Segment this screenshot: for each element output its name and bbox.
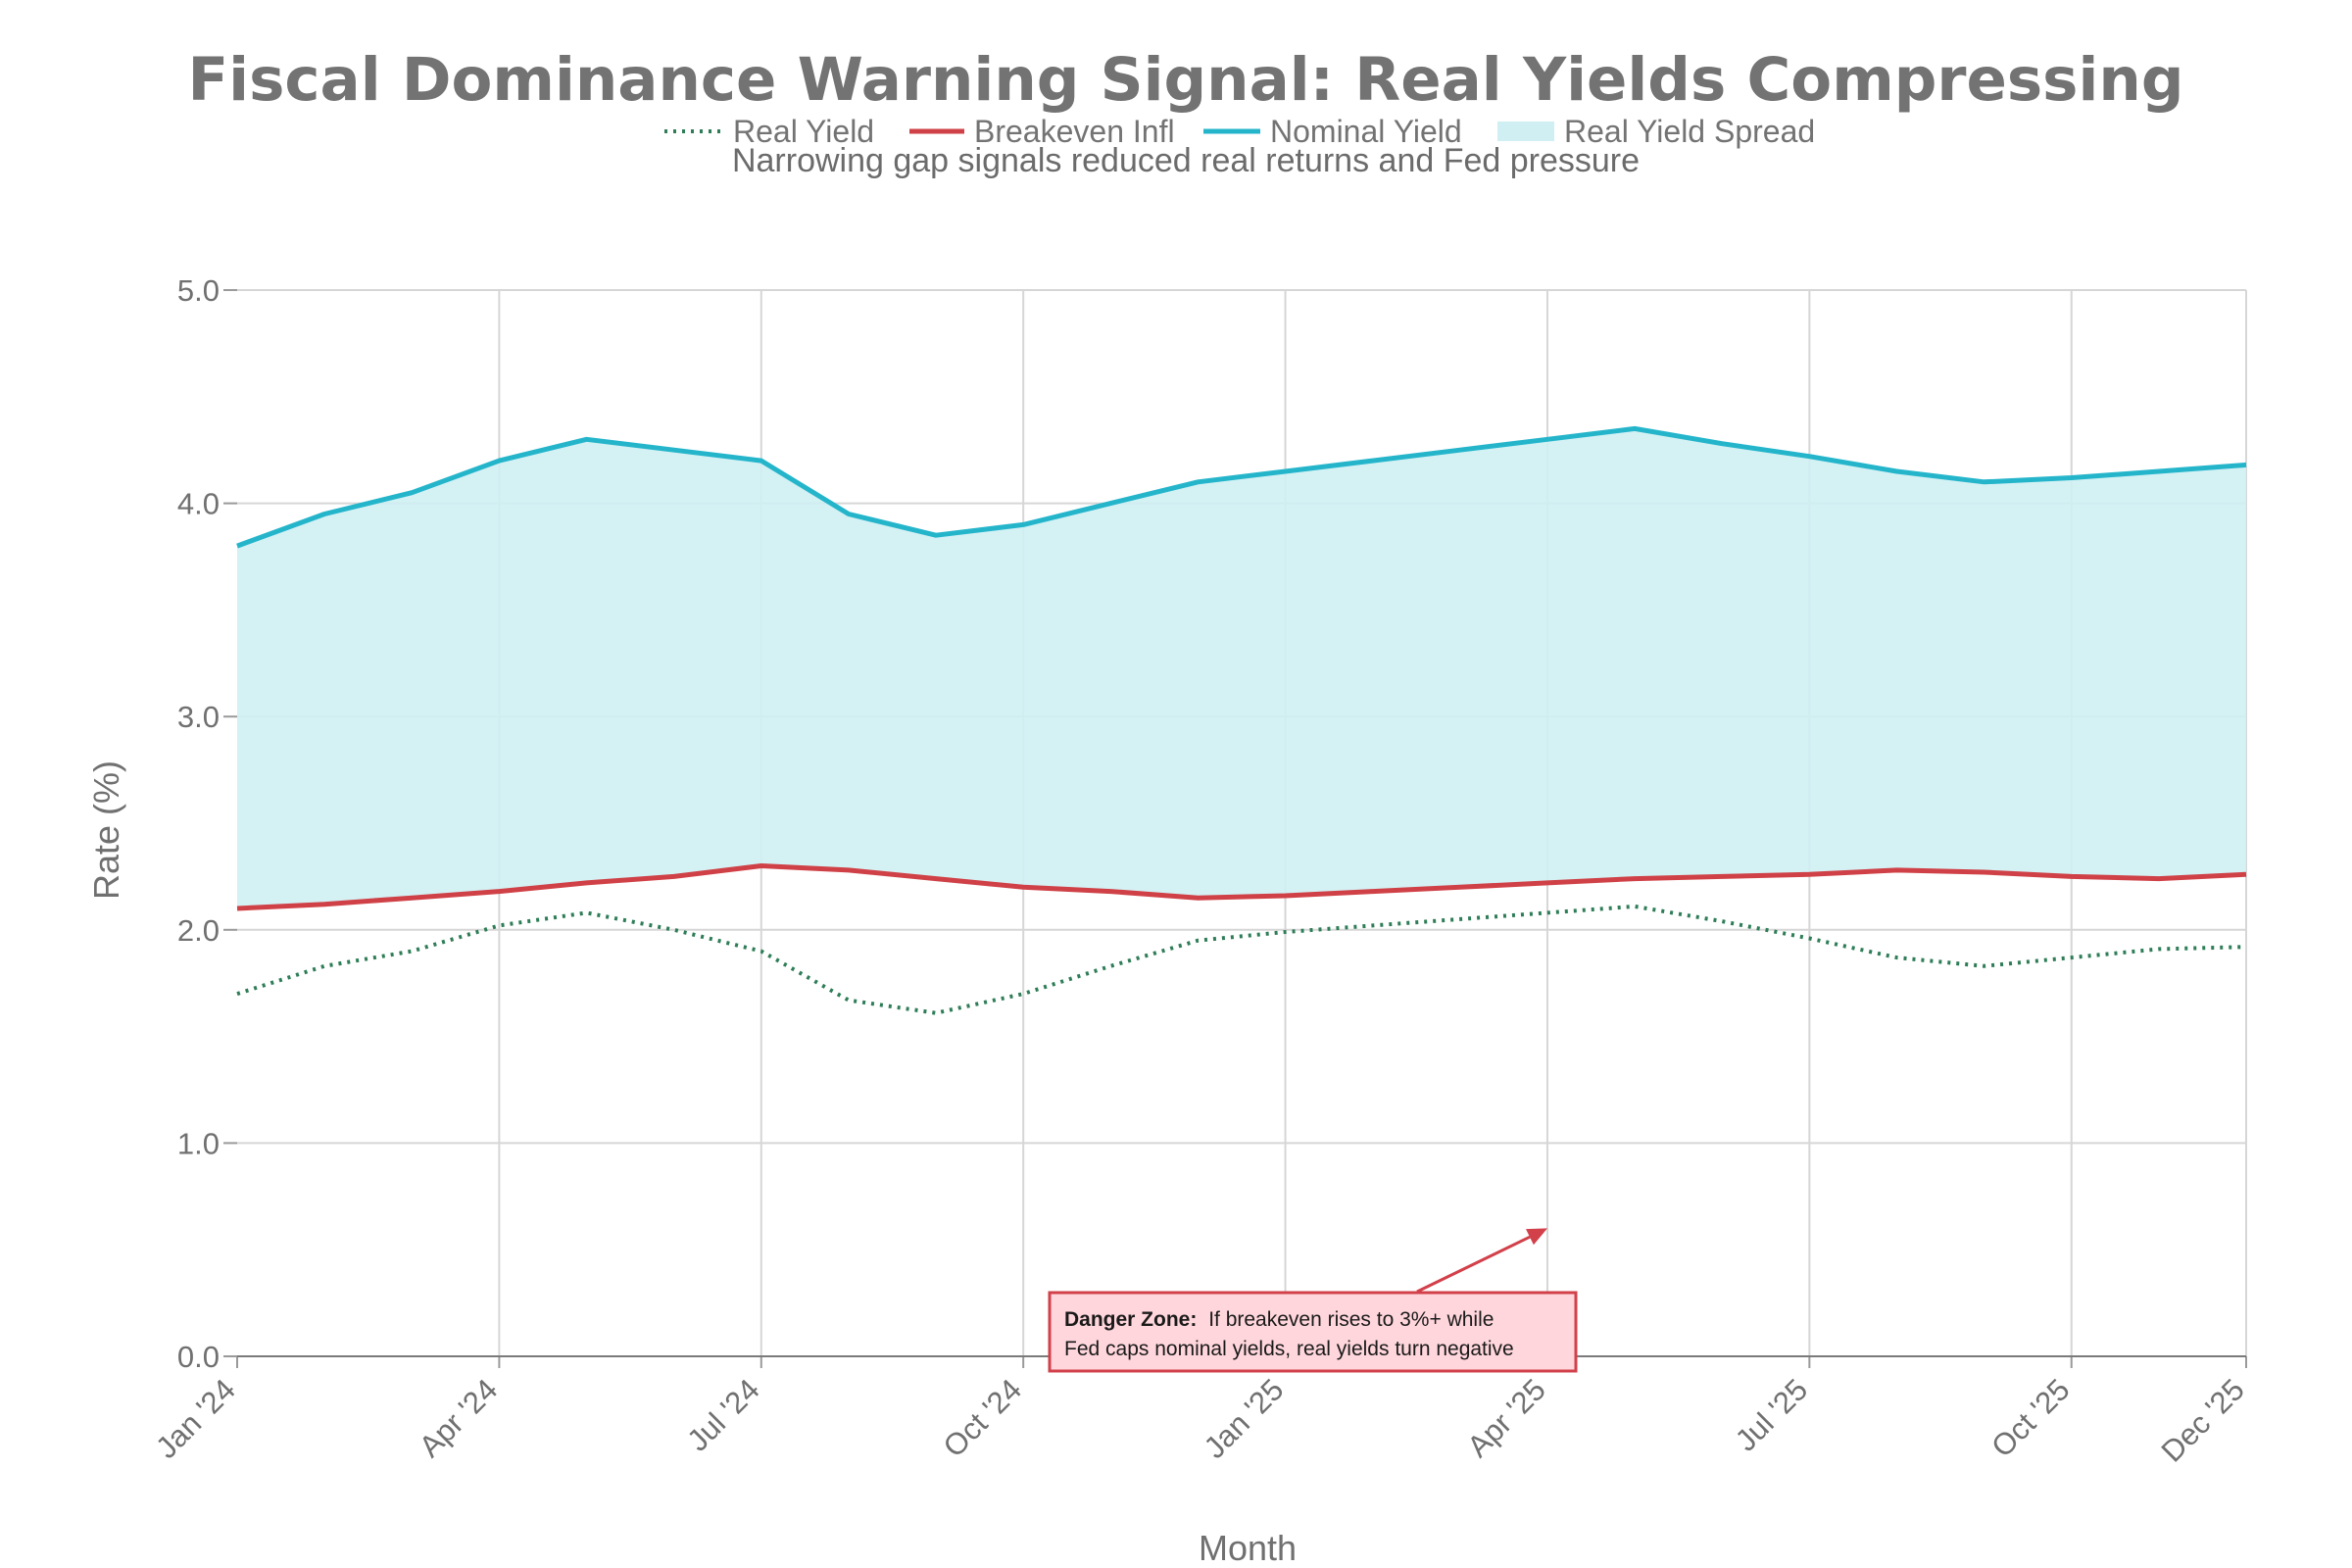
series-line-real-yield [236, 904, 2247, 1015]
annotation-line-2: Fed caps nominal yields, real yields tur… [1064, 1338, 1514, 1360]
legend-label-real-yield: Real Yield [733, 114, 874, 149]
x-axis-title: Month [1199, 1528, 1297, 1568]
chart-subtitle: Narrowing gap signals reduced real retur… [732, 142, 1640, 179]
annotation-arrow [1416, 1235, 1531, 1294]
annotation-bold-label: Danger Zone: [1064, 1308, 1197, 1331]
y-tick-label: 2.0 [177, 913, 220, 948]
annotation-line-1: Danger Zone: If breakeven rises to 3%+ w… [1064, 1308, 1494, 1331]
y-tick-label: 3.0 [177, 700, 220, 734]
legend-item-breakeven-infl[interactable]: Breakeven Infl [909, 114, 1175, 149]
legend-item-nominal-yield[interactable]: Nominal Yield [1203, 114, 1462, 149]
legend-label-real-yield-spread: Real Yield Spread [1564, 114, 1815, 149]
real-yield-spread-area [237, 428, 2246, 908]
series-line-breakeven-infl [236, 863, 2247, 911]
series-layer [236, 425, 2247, 1015]
y-tick-label: 1.0 [177, 1126, 220, 1160]
x-tick-label: Jan '24 [149, 1372, 242, 1465]
x-tick-label: Oct '24 [937, 1372, 1029, 1464]
x-tick-label: Jul '24 [680, 1372, 765, 1457]
legend-item-real-yield[interactable]: Real Yield [664, 114, 874, 149]
x-tick-label: Jan '25 [1198, 1372, 1291, 1465]
legend-label-nominal-yield: Nominal Yield [1270, 114, 1462, 149]
annotation-arrow-head [1526, 1228, 1547, 1246]
y-tick-label: 0.0 [177, 1340, 220, 1374]
x-tick-label: Oct '25 [1984, 1372, 2077, 1464]
x-tick-label: Dec '25 [2155, 1372, 2251, 1468]
x-tick-label: Jul '25 [1729, 1372, 1814, 1457]
annotation-text-1: If breakeven rises to 3%+ while [1208, 1308, 1494, 1331]
chart-title: Fiscal Dominance Warning Signal: Real Yi… [187, 45, 2183, 115]
legend-swatch-real-yield-spread [1497, 122, 1554, 141]
danger-zone-annotation: Danger Zone: If breakeven rises to 3%+ w… [1048, 1228, 1578, 1373]
legend: Real Yield Breakeven Infl Nominal Yield … [664, 114, 1815, 149]
spread-fill-layer [237, 428, 2246, 908]
x-tick-label: Apr '25 [1460, 1372, 1552, 1464]
legend-item-real-yield-spread[interactable]: Real Yield Spread [1497, 114, 1815, 149]
y-tick-label: 4.0 [177, 487, 220, 521]
series-line-nominal-yield [236, 425, 2247, 549]
y-axis-title: Rate (%) [86, 760, 126, 900]
x-tick-label: Apr '24 [413, 1372, 505, 1464]
annotation-box [1048, 1291, 1578, 1373]
legend-label-breakeven-infl: Breakeven Infl [974, 114, 1175, 149]
y-tick-label: 5.0 [177, 273, 220, 308]
